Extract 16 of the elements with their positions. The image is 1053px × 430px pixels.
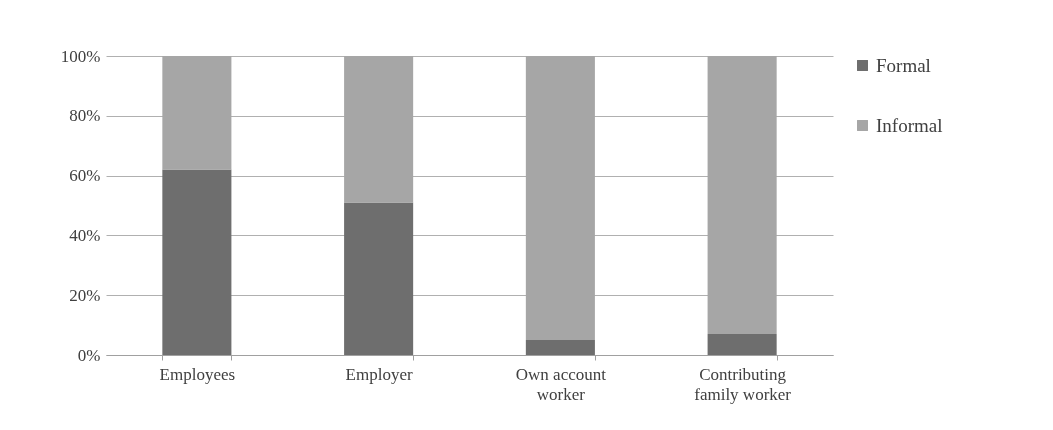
y-tick-label: 0% — [77, 345, 101, 365]
x-tick-label: Own account worker — [515, 364, 607, 404]
x-tick-label: Employer — [345, 364, 413, 384]
y-tick-label: 60% — [69, 166, 101, 186]
x-tick-label: Employees — [159, 364, 236, 384]
y-tick-label: 100% — [60, 46, 101, 66]
bar — [525, 340, 595, 355]
bar — [162, 169, 232, 355]
y-tick-label: 80% — [69, 106, 101, 126]
bar — [344, 202, 414, 355]
bar — [707, 334, 777, 355]
legend-label: Informal — [876, 114, 943, 136]
x-tick-label: Contributing family worker — [694, 364, 792, 404]
y-tick-label: 40% — [69, 225, 101, 245]
legend-label: Formal — [876, 54, 931, 76]
y-tick-label: 20% — [69, 285, 101, 305]
